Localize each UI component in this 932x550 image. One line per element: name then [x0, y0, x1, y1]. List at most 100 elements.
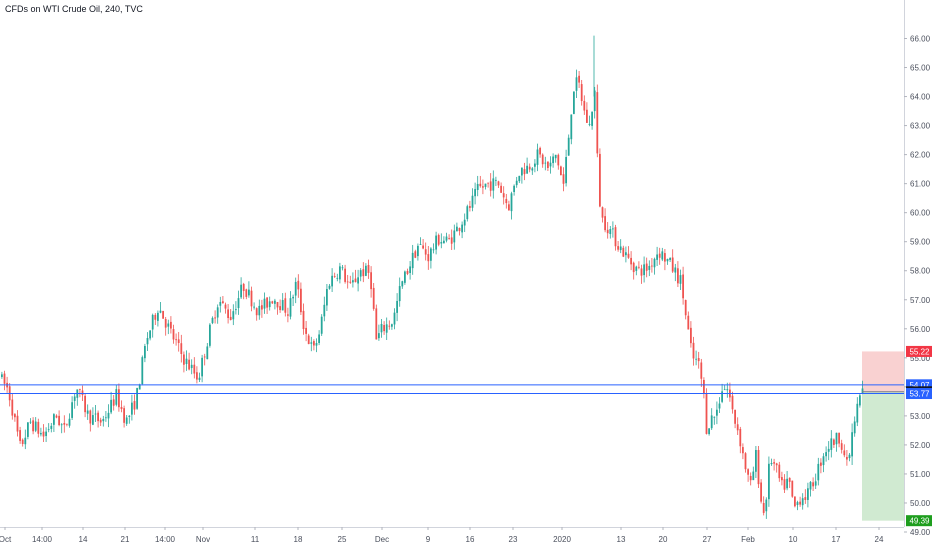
candle-body	[448, 238, 450, 239]
candle-body	[851, 432, 853, 457]
candle-body	[653, 258, 656, 268]
candle-body	[50, 425, 53, 429]
candle-body	[19, 430, 21, 441]
candle-body	[370, 272, 372, 290]
candle-body	[760, 482, 762, 502]
candle-body	[552, 156, 554, 164]
candle-body	[752, 471, 755, 481]
candle-body	[557, 154, 560, 166]
candle-body	[820, 462, 822, 466]
candle-body	[279, 306, 281, 311]
candle-body	[554, 154, 557, 159]
candle-body	[523, 169, 526, 175]
candle-body	[391, 324, 393, 327]
price-badge-label: 54.07	[909, 381, 930, 390]
candle-body	[240, 284, 242, 298]
candle-body	[471, 195, 474, 208]
candle-body	[68, 418, 71, 426]
candle-body	[146, 338, 149, 345]
candle-body	[341, 267, 344, 269]
candle-body	[539, 147, 541, 155]
candle-body	[856, 403, 859, 423]
candle-body	[617, 246, 619, 250]
stop-loss-zone	[862, 351, 904, 392]
candle-body	[619, 246, 622, 251]
take-profit-zone	[862, 391, 904, 521]
candle-body	[739, 428, 742, 447]
candle-body	[227, 309, 229, 319]
candle-body	[258, 305, 261, 316]
candle-body	[302, 310, 305, 330]
candle-body	[144, 345, 146, 359]
candle-body	[859, 395, 861, 406]
candle-body	[570, 114, 573, 140]
candle-body	[580, 84, 583, 102]
candle-body	[185, 358, 188, 365]
x-tick-label: 9	[426, 535, 431, 544]
candle-body	[183, 354, 185, 365]
candle-body	[614, 227, 617, 247]
candle-body	[396, 300, 398, 313]
candle-body	[453, 230, 456, 243]
candle-body	[778, 464, 781, 479]
x-tick-label: 14:00	[32, 535, 53, 544]
candle-body	[255, 308, 258, 316]
candle-body	[482, 186, 484, 188]
level-price-badge	[906, 379, 932, 391]
candle-body	[593, 90, 596, 112]
candle-body	[788, 477, 791, 482]
candle-body	[677, 268, 679, 284]
candle-body	[409, 266, 411, 273]
candle-body	[476, 183, 479, 190]
candle-body	[781, 477, 783, 481]
candle-body	[690, 327, 692, 344]
candle-body	[209, 324, 211, 346]
candle-body	[248, 289, 250, 296]
candle-body	[63, 422, 66, 425]
candle-body	[401, 281, 404, 287]
candle-body	[378, 333, 380, 339]
candle-body	[450, 237, 453, 244]
candle-body	[216, 307, 219, 318]
candle-body	[284, 298, 287, 313]
candle-body	[853, 421, 856, 434]
candle-body	[604, 216, 606, 231]
candle-body	[716, 409, 718, 416]
candle-body	[799, 501, 801, 505]
candle-body	[346, 281, 349, 283]
candle-body	[224, 304, 227, 309]
candle-body	[435, 235, 437, 250]
candle-body	[723, 389, 726, 391]
candle-body	[817, 463, 820, 481]
candle-body	[315, 343, 318, 346]
candle-body	[502, 193, 505, 198]
candle-body	[193, 364, 196, 374]
candle-body	[796, 502, 799, 505]
candle-body	[458, 227, 461, 232]
candle-body	[229, 316, 232, 320]
candle-body	[705, 393, 708, 434]
candle-body	[801, 498, 804, 506]
candle-body	[443, 240, 445, 244]
candle-body	[406, 270, 409, 274]
candle-body	[16, 415, 19, 432]
candle-body	[281, 300, 284, 311]
candle-body	[710, 415, 713, 429]
candle-body	[404, 271, 406, 283]
candle-body	[757, 450, 760, 485]
candle-body	[822, 456, 825, 466]
candle-body	[674, 267, 677, 273]
y-tick-label: 50.00	[910, 499, 931, 508]
candle-body	[42, 431, 45, 437]
y-tick-label: 61.00	[910, 180, 931, 189]
candle-body	[318, 334, 320, 343]
candle-body	[29, 421, 32, 423]
candle-body	[203, 356, 206, 358]
candle-body	[131, 402, 133, 415]
y-tick-label: 62.00	[910, 151, 931, 160]
candle-body	[84, 395, 86, 413]
candle-body	[47, 429, 50, 431]
candle-body	[414, 251, 417, 258]
candle-body	[367, 264, 370, 273]
